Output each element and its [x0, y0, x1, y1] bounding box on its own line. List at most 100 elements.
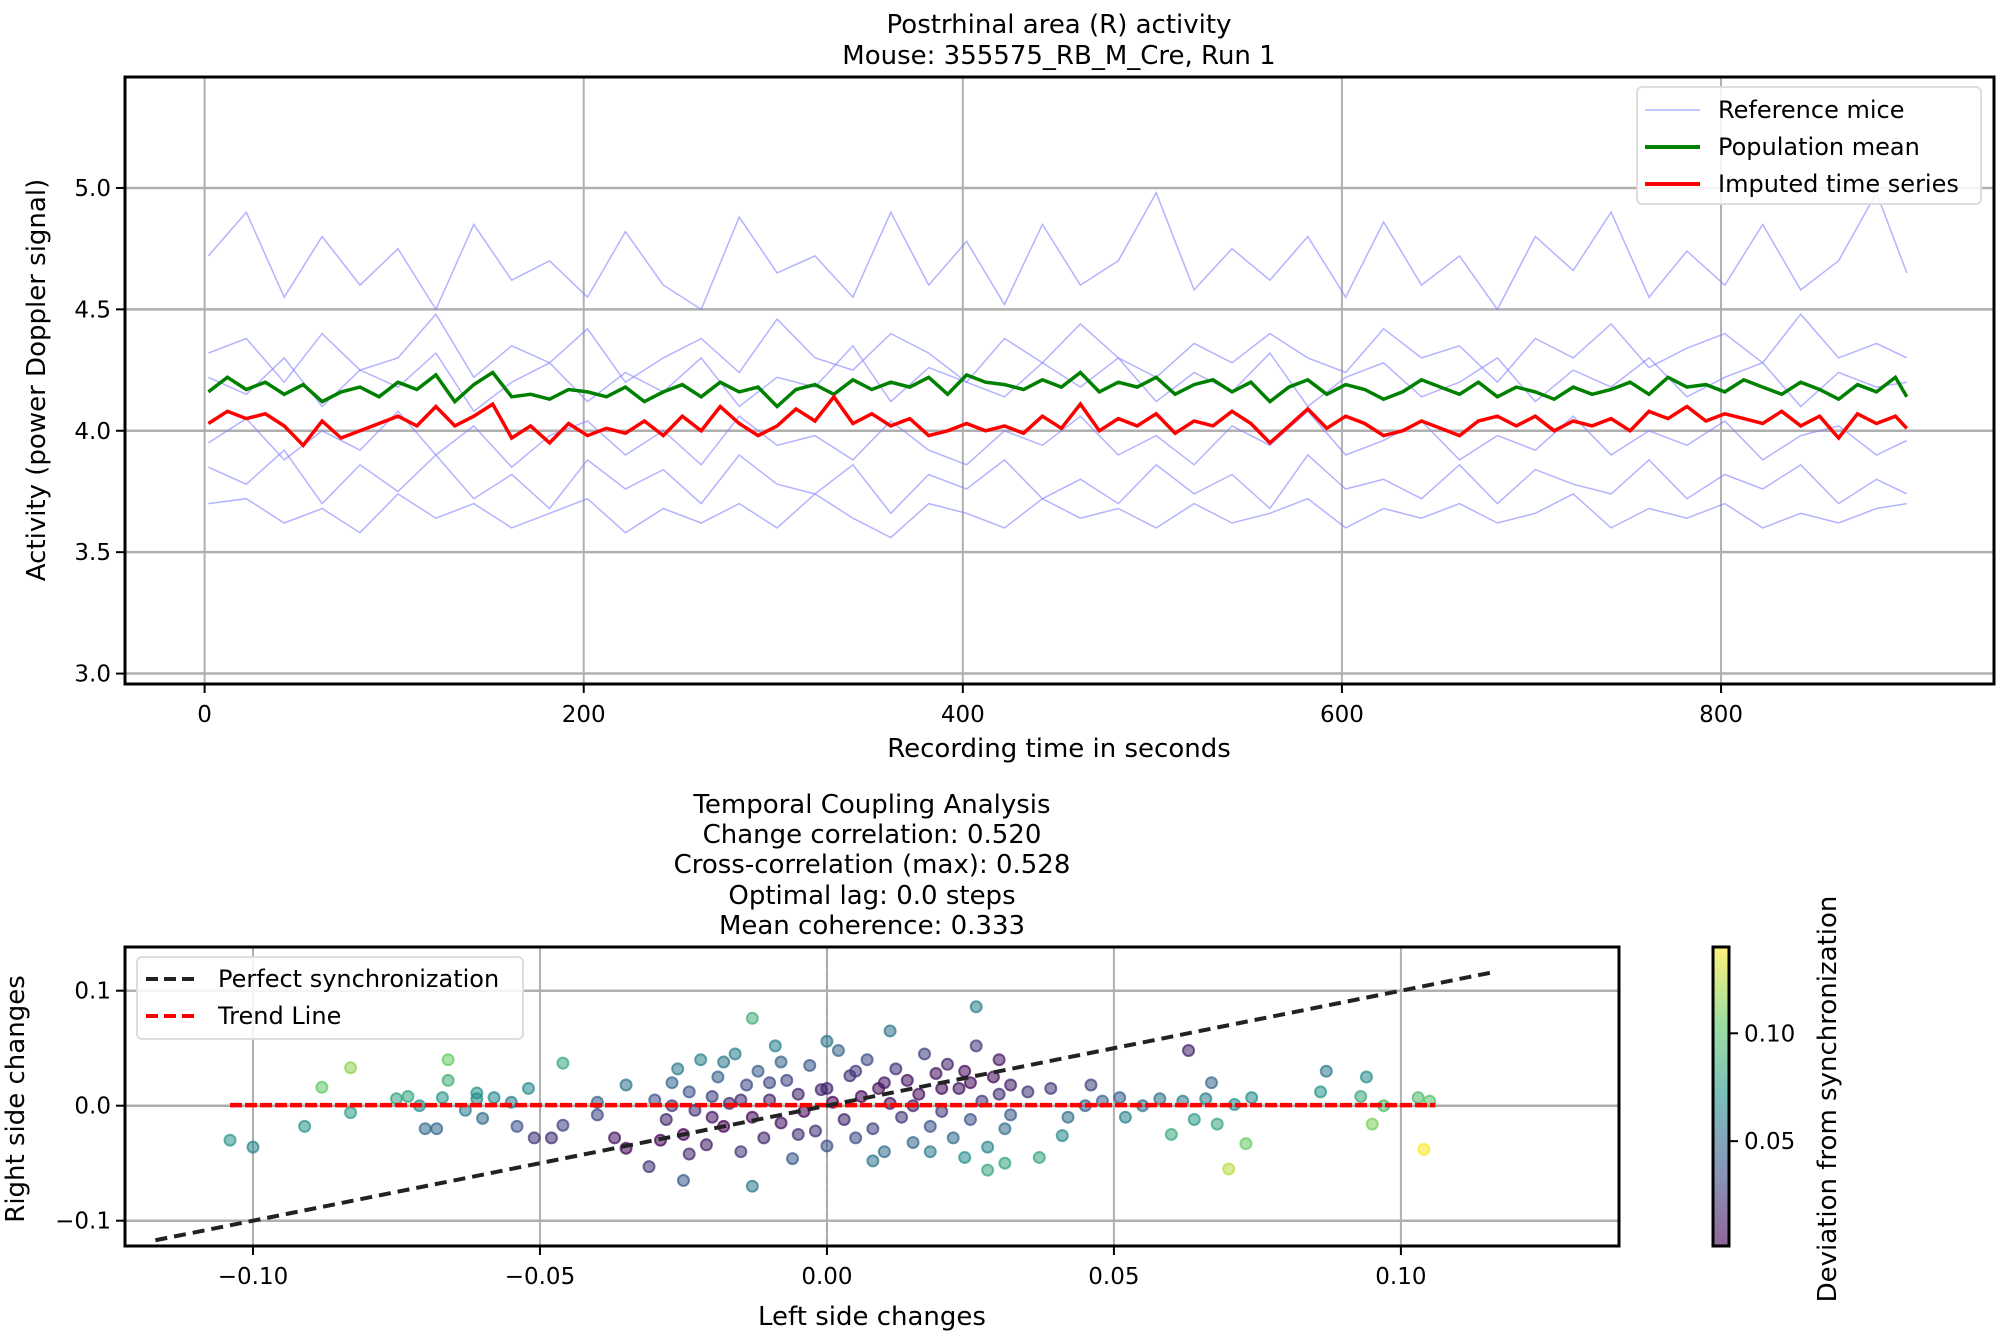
- scatter-point: [608, 1131, 622, 1145]
- scatter-point: [315, 1080, 329, 1094]
- scatter-point: [883, 1024, 897, 1038]
- y-tick-label: 5.0: [74, 176, 111, 202]
- top-axes-frame: [123, 75, 1996, 686]
- scatter-point: [900, 1073, 914, 1087]
- colorbar-label: Deviation from synchronization: [1813, 896, 1843, 1303]
- scatter-point: [1113, 1091, 1127, 1105]
- legend-trend-label: Trend Line: [217, 1002, 341, 1030]
- scatter-point: [711, 1070, 725, 1084]
- scatter-point: [952, 1081, 966, 1095]
- y-tick-label: 0.0: [74, 1094, 111, 1120]
- scatter-point: [1199, 1092, 1213, 1106]
- scatter-point: [791, 1087, 805, 1101]
- scatter-subtitle-1: Change correlation: 0.520: [703, 820, 1042, 850]
- scatter-point: [998, 1156, 1012, 1170]
- scatter-point: [527, 1131, 541, 1145]
- scatter-point: [1182, 1044, 1196, 1057]
- scatter-point: [763, 1093, 777, 1107]
- scatter-point: [808, 1124, 822, 1138]
- scatter-point: [1004, 1078, 1018, 1092]
- x-tick-label: 200: [562, 702, 606, 728]
- scatter-point: [671, 1062, 685, 1076]
- scatter-point: [1044, 1081, 1058, 1095]
- scatter-point: [786, 1152, 800, 1166]
- scatter-point: [745, 1179, 759, 1193]
- x-tick-label: 400: [941, 702, 985, 728]
- scatter-point: [1365, 1117, 1379, 1131]
- scatter-point: [435, 1091, 449, 1105]
- scatter-point: [642, 1160, 656, 1174]
- scatter-point: [705, 1090, 719, 1103]
- scatter-point: [923, 1145, 937, 1159]
- scatter-point: [866, 1154, 880, 1168]
- scatter-point: [751, 1064, 765, 1078]
- scatter-point: [418, 1122, 432, 1136]
- scatter-point: [849, 1064, 863, 1078]
- scatter-point: [1055, 1129, 1069, 1143]
- scatter-point: [1164, 1127, 1178, 1141]
- scatter-point: [889, 1062, 903, 1076]
- scatter-point: [763, 1076, 777, 1090]
- scatter-point: [717, 1055, 731, 1069]
- chart-title: Postrhinal area (R) activity: [887, 10, 1232, 40]
- scatter-point: [774, 1055, 788, 1069]
- scatter-axes-frame: [123, 945, 1621, 1248]
- y-tick-label: −0.1: [55, 1209, 111, 1235]
- scatter-point: [992, 1087, 1006, 1101]
- scatter-point: [918, 1047, 932, 1061]
- scatter-point: [981, 1163, 995, 1177]
- x-axis-label: Recording time in seconds: [887, 734, 1231, 764]
- scatter-point: [1354, 1090, 1368, 1103]
- scatter-point: [958, 1064, 972, 1078]
- scatter-point: [1314, 1085, 1328, 1099]
- scatter-point: [803, 1058, 817, 1072]
- scatter-point: [223, 1133, 237, 1147]
- scatter-point: [344, 1061, 358, 1075]
- scatter-point: [344, 1106, 358, 1120]
- reference-mouse-line: [207, 191, 1908, 311]
- scatter-x-axis-label: Left side changes: [758, 1302, 986, 1332]
- scatter-point: [820, 1139, 834, 1153]
- scatter-point: [1004, 1108, 1018, 1122]
- x-tick-label: 0.00: [801, 1264, 852, 1290]
- scatter-point: [780, 1073, 794, 1087]
- legend-imputed-label: Imputed time series: [1718, 170, 1959, 198]
- scatter-point: [981, 1140, 995, 1154]
- scatter-point: [969, 1000, 983, 1014]
- legend-mean-label: Population mean: [1718, 133, 1920, 161]
- scatter-point: [1021, 1085, 1035, 1099]
- y-tick-label: 0.1: [74, 979, 111, 1005]
- scatter-point: [946, 1131, 960, 1145]
- scatter-point: [1411, 1091, 1425, 1105]
- scatter-point: [1359, 1070, 1373, 1084]
- scatter-point: [246, 1140, 260, 1154]
- x-tick-label: 800: [1699, 702, 1743, 728]
- scatter-point: [734, 1145, 748, 1159]
- scatter-point: [1118, 1110, 1132, 1124]
- scatter-point: [728, 1047, 742, 1061]
- scatter-title: Temporal Coupling Analysis: [692, 790, 1050, 820]
- scatter-point: [820, 1034, 834, 1048]
- scatter-point: [1222, 1162, 1236, 1176]
- scatter-subtitle-3: Optimal lag: 0.0 steps: [728, 881, 1015, 911]
- scatter-point: [1210, 1117, 1224, 1131]
- scatter-point: [1187, 1113, 1201, 1126]
- scatter-point: [487, 1091, 501, 1105]
- scatter-point: [912, 1087, 926, 1101]
- y-tick-label: 3.0: [74, 662, 111, 688]
- scatter-point: [619, 1078, 633, 1092]
- scatter-point: [992, 1053, 1006, 1067]
- scatter-point: [1417, 1142, 1431, 1156]
- reference-mouse-line: [208, 344, 1907, 413]
- y-tick-label: 4.5: [74, 297, 111, 323]
- top-legend: Reference mice Population mean Imputed t…: [1636, 86, 1982, 205]
- scatter-point: [401, 1090, 415, 1103]
- scatter-point: [837, 1113, 851, 1126]
- legend-sync-label: Perfect synchronization: [218, 965, 499, 993]
- scatter-point: [441, 1073, 455, 1087]
- scatter-legend: Perfect synchronization Trend Line: [136, 956, 524, 1040]
- reference-mouse-line: [208, 449, 1908, 515]
- scatter-point: [740, 1078, 754, 1092]
- scatter-point: [895, 1110, 909, 1124]
